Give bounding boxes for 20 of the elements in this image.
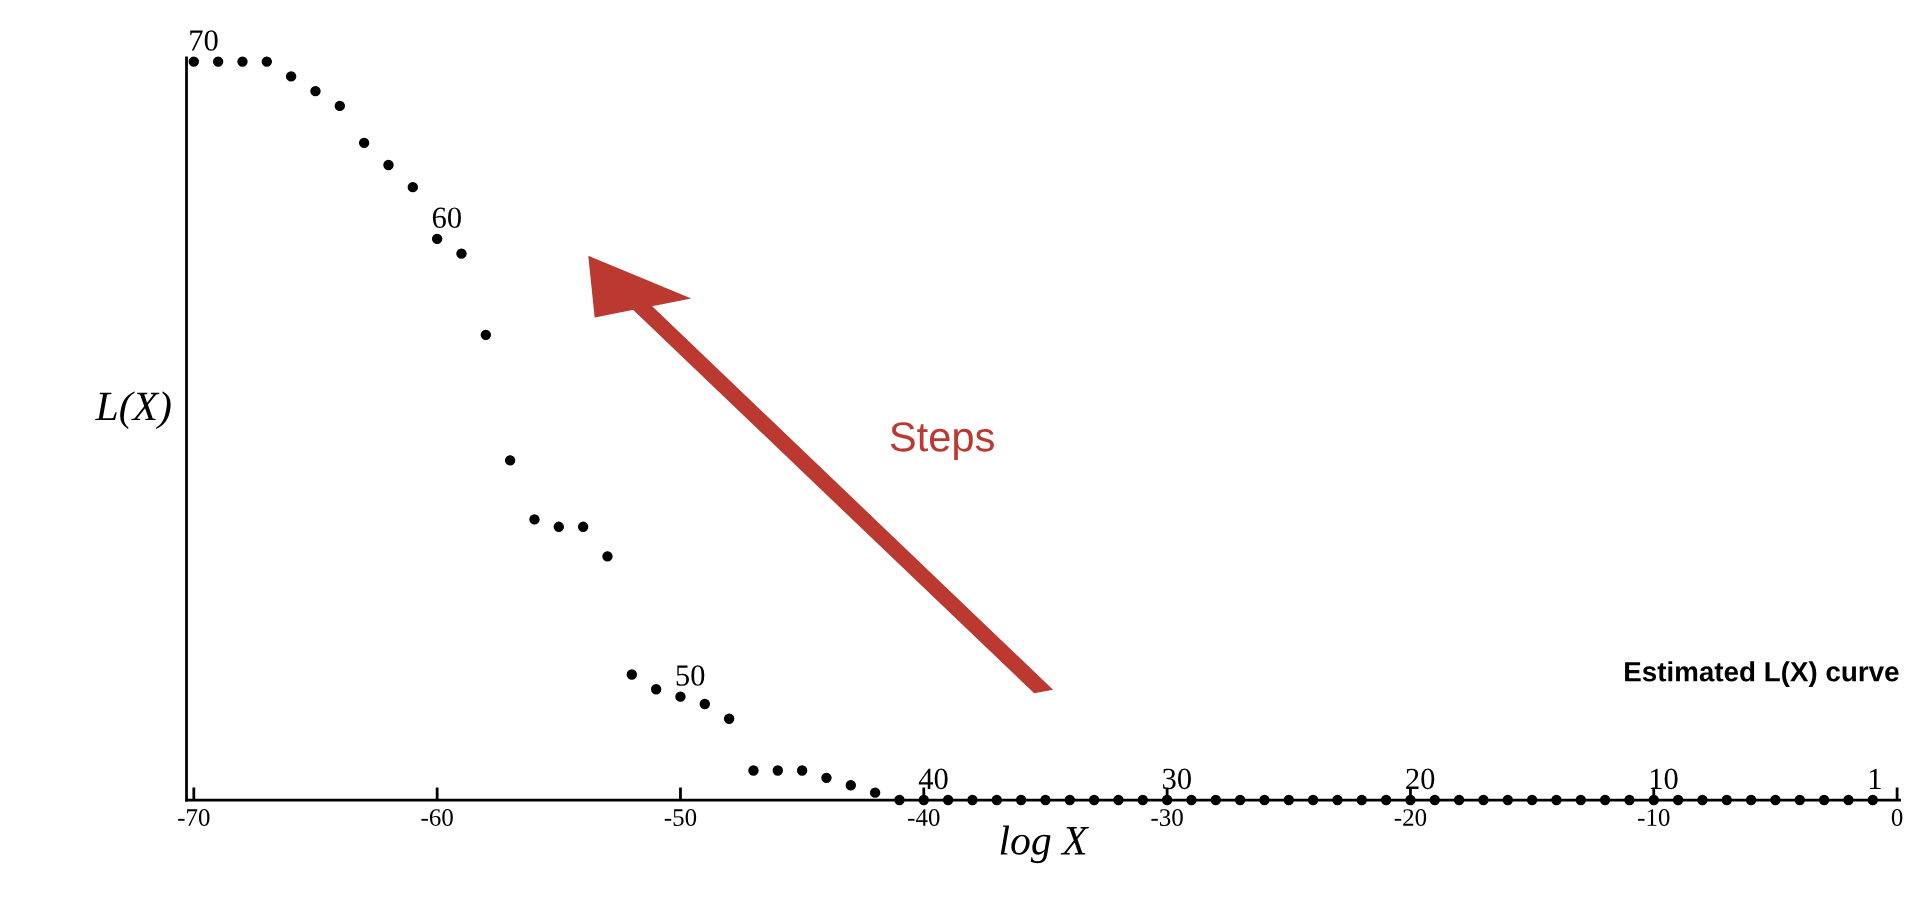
annotation: 50: [676, 665, 705, 686]
x-tick-label: -60: [421, 809, 453, 826]
x-tick-label: -70: [178, 809, 210, 826]
annotation: 1: [1869, 768, 1881, 789]
x-axis-title: log X: [1000, 825, 1089, 864]
x-tick-label: -20: [1394, 809, 1427, 826]
x-tick-label: -50: [664, 809, 697, 826]
annotation: 60: [432, 207, 461, 229]
annotation: 20: [1406, 768, 1435, 790]
annotation: Steps: [890, 422, 994, 460]
x-tick-label: -10: [1638, 809, 1670, 826]
annotation: 40: [918, 768, 948, 790]
x-tick-label: -40: [908, 809, 940, 826]
annotation: 30: [1163, 768, 1191, 790]
annotation: 10: [1650, 768, 1678, 790]
x-tick-label: 0: [1891, 809, 1903, 826]
y-axis-title: L(X): [95, 391, 171, 429]
annotation: 70: [190, 30, 218, 51]
x-tick-label: -30: [1151, 809, 1183, 826]
annotation: Estimated L(X) curve: [1625, 661, 1899, 688]
